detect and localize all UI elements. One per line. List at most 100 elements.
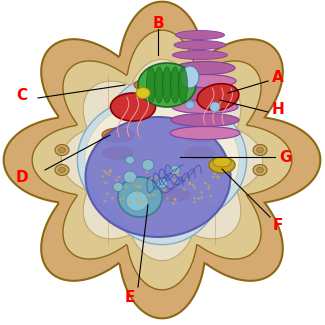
Ellipse shape — [58, 167, 66, 173]
Ellipse shape — [138, 192, 141, 195]
Ellipse shape — [125, 156, 135, 164]
Polygon shape — [4, 2, 320, 318]
Text: B: B — [152, 16, 164, 31]
Ellipse shape — [103, 147, 133, 159]
Ellipse shape — [132, 181, 135, 183]
Ellipse shape — [55, 164, 69, 176]
Polygon shape — [32, 30, 292, 290]
Ellipse shape — [115, 179, 118, 181]
Ellipse shape — [124, 171, 136, 183]
Ellipse shape — [197, 84, 239, 110]
Ellipse shape — [181, 66, 199, 88]
Ellipse shape — [173, 87, 237, 100]
Ellipse shape — [155, 176, 158, 179]
Ellipse shape — [174, 199, 177, 202]
Ellipse shape — [253, 164, 267, 176]
Ellipse shape — [186, 101, 194, 109]
Ellipse shape — [162, 67, 172, 103]
Ellipse shape — [185, 147, 215, 159]
Ellipse shape — [154, 67, 163, 103]
Ellipse shape — [134, 80, 162, 90]
Ellipse shape — [217, 176, 220, 179]
Ellipse shape — [111, 197, 114, 200]
Ellipse shape — [58, 147, 66, 153]
Ellipse shape — [193, 187, 196, 189]
Ellipse shape — [101, 175, 104, 178]
Ellipse shape — [185, 178, 188, 181]
Ellipse shape — [193, 201, 196, 204]
Polygon shape — [77, 75, 247, 245]
Ellipse shape — [192, 184, 195, 187]
Ellipse shape — [150, 177, 153, 180]
Ellipse shape — [113, 183, 123, 191]
Ellipse shape — [140, 202, 143, 204]
Polygon shape — [61, 59, 263, 261]
Ellipse shape — [212, 176, 215, 178]
Ellipse shape — [111, 93, 155, 121]
Ellipse shape — [115, 187, 118, 189]
Ellipse shape — [142, 160, 154, 171]
Ellipse shape — [174, 41, 226, 49]
Ellipse shape — [174, 74, 236, 87]
Text: H: H — [272, 102, 284, 118]
Ellipse shape — [136, 191, 138, 193]
Ellipse shape — [126, 191, 148, 211]
Ellipse shape — [213, 173, 216, 175]
Ellipse shape — [175, 61, 235, 74]
Ellipse shape — [197, 197, 200, 200]
Ellipse shape — [193, 197, 196, 199]
Ellipse shape — [170, 165, 180, 175]
Ellipse shape — [172, 202, 175, 205]
Ellipse shape — [117, 176, 120, 178]
Ellipse shape — [163, 189, 166, 191]
Ellipse shape — [105, 172, 108, 175]
Ellipse shape — [147, 194, 150, 197]
Ellipse shape — [152, 194, 155, 196]
Ellipse shape — [256, 167, 264, 173]
Ellipse shape — [176, 173, 179, 176]
Ellipse shape — [201, 196, 203, 199]
Ellipse shape — [209, 195, 213, 198]
Ellipse shape — [106, 192, 109, 195]
Ellipse shape — [102, 128, 134, 142]
Ellipse shape — [213, 157, 231, 167]
Ellipse shape — [144, 200, 147, 202]
Ellipse shape — [85, 117, 230, 237]
Ellipse shape — [184, 128, 216, 142]
Ellipse shape — [133, 189, 163, 201]
Ellipse shape — [147, 67, 155, 103]
Ellipse shape — [55, 145, 69, 155]
Ellipse shape — [108, 174, 110, 176]
Ellipse shape — [253, 145, 267, 155]
Ellipse shape — [104, 181, 107, 184]
Ellipse shape — [118, 177, 162, 217]
Ellipse shape — [188, 181, 191, 184]
Ellipse shape — [108, 171, 111, 173]
Ellipse shape — [170, 126, 240, 139]
Text: D: D — [16, 170, 28, 185]
Ellipse shape — [119, 198, 122, 201]
Ellipse shape — [171, 67, 179, 103]
Ellipse shape — [208, 185, 211, 188]
Ellipse shape — [216, 176, 219, 178]
Ellipse shape — [173, 179, 176, 181]
Ellipse shape — [188, 183, 191, 185]
Ellipse shape — [103, 170, 106, 172]
Text: F: F — [273, 217, 283, 232]
Ellipse shape — [138, 63, 196, 107]
Ellipse shape — [136, 87, 150, 98]
Ellipse shape — [207, 187, 210, 190]
Ellipse shape — [173, 50, 228, 59]
Text: A: A — [272, 70, 284, 84]
Ellipse shape — [172, 172, 175, 174]
Ellipse shape — [160, 189, 190, 201]
Ellipse shape — [178, 67, 188, 103]
Ellipse shape — [210, 102, 220, 112]
Ellipse shape — [134, 185, 137, 187]
Ellipse shape — [172, 100, 238, 113]
Ellipse shape — [183, 188, 186, 191]
Ellipse shape — [166, 197, 169, 200]
Ellipse shape — [137, 200, 140, 203]
Ellipse shape — [161, 80, 189, 90]
Ellipse shape — [174, 198, 176, 200]
